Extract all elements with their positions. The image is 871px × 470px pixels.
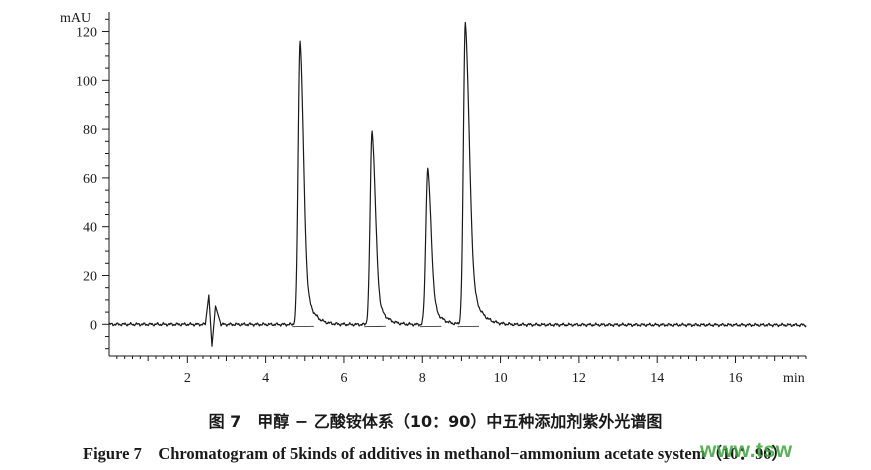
x-axis-title: min [783,371,805,386]
x-tick-label: 4 [262,371,269,386]
series [108,21,807,347]
x-tick-label: 12 [572,371,586,386]
y-tick-label: 40 [83,221,97,236]
figure-caption-chinese: 图 7 甲醇 − 乙酸铵体系（10：90）中五种添加剂紫外光谱图 [208,412,663,431]
y-tick-label: 20 [83,269,97,284]
x-tick-label: 6 [340,371,347,386]
y-tick-label: 80 [83,123,97,138]
watermark: www.tsw [700,439,793,462]
y-tick-label: 120 [76,26,97,41]
axes [108,12,806,357]
x-tick-label: 14 [650,371,664,386]
chromatogram-trace [108,21,807,347]
chromatogram-chart: 0 20 40 60 80 100 120 2 4 6 8 10 12 14 16 mAU min [60,11,807,386]
x-tick-label: 10 [494,371,508,386]
x-tick-label: 16 [729,371,743,386]
y-tick-label: 100 [76,74,97,89]
x-tick-label: 2 [184,371,191,386]
y-tick-label: 0 [90,318,97,333]
x-tick-label: 8 [419,371,426,386]
figure-caption-english: Figure 7 Chromatogram of 5kinds of addit… [83,444,788,463]
y-axis-title: mAU [60,11,91,26]
ticks: 0 20 40 60 80 100 120 2 4 6 8 10 12 14 16 [76,18,807,386]
y-tick-label: 60 [83,172,97,187]
